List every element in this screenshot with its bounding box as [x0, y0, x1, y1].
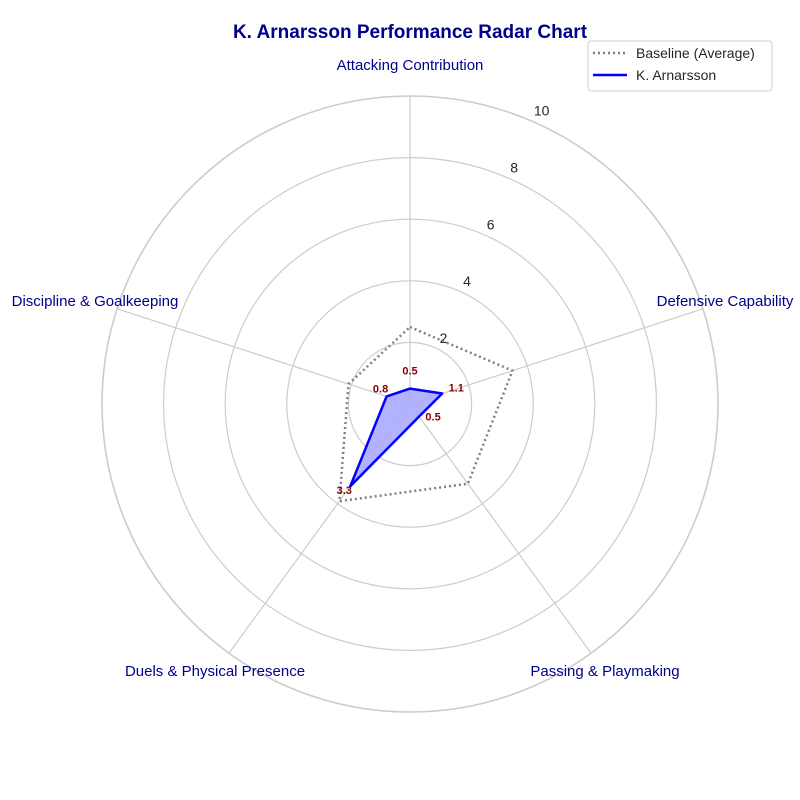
chart-title: K. Arnarsson Performance Radar Chart [233, 22, 588, 43]
legend-player-label: K. Arnarsson [636, 67, 716, 83]
radial-tick-label: 2 [440, 330, 448, 346]
radar-series [338, 325, 514, 503]
radial-tick-label: 4 [463, 273, 471, 289]
grid-spoke [409, 403, 592, 654]
radar-labels: Attacking Contribution Defensive Capabili… [12, 57, 794, 680]
axis-category-label: Attacking Contribution [337, 57, 484, 74]
data-value-label: 1.1 [449, 383, 464, 395]
radial-tick-label: 6 [487, 216, 495, 232]
data-value-label: 0.5 [425, 411, 440, 423]
legend-frame [587, 40, 773, 92]
axis-category-label: Passing & Playmaking [530, 663, 679, 680]
data-value-label: 3.3 [337, 485, 352, 497]
chart-legend: Baseline (Average) K. Arnarsson [587, 40, 773, 92]
grid-spoke [116, 308, 411, 405]
axis-category-label: Duels & Physical Presence [125, 663, 305, 680]
player-series-line [349, 387, 444, 488]
radial-tick-label: 10 [534, 102, 550, 118]
radar-grid: 2 4 6 8 10 [101, 95, 719, 713]
data-value-label: 0.5 [402, 366, 417, 378]
radial-tick-label: 8 [510, 159, 518, 175]
grid-spoke [409, 308, 704, 405]
data-value-label: 0.8 [373, 383, 388, 395]
legend-baseline-label: Baseline (Average) [636, 45, 755, 61]
axis-category-label: Defensive Capability [657, 293, 794, 310]
axis-category-label: Discipline & Goalkeeping [12, 293, 179, 310]
